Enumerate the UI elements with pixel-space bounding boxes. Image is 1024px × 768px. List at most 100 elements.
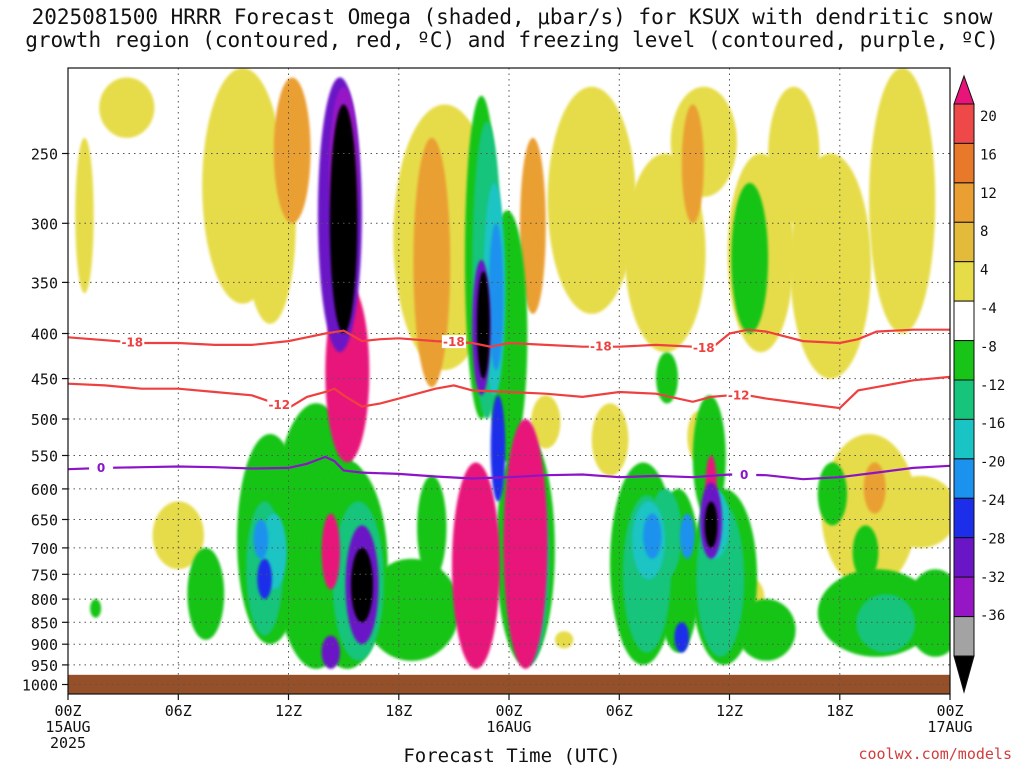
colorbar-label-1: 16	[980, 147, 997, 163]
contour-label-bg--12-1	[726, 388, 751, 402]
colorbar-swatch-2	[953, 182, 975, 223]
colorbar-label-8: -16	[980, 416, 1005, 432]
colorbar-label-9: -20	[980, 455, 1005, 471]
omega-blob-45	[417, 475, 447, 580]
x-tick-label-42-0: 18Z	[826, 702, 853, 720]
y-tick-label-500: 500	[31, 411, 58, 429]
contour-label--18-2: -18	[590, 340, 612, 354]
omega-blob-19	[554, 631, 574, 649]
omega-blob-24	[863, 462, 886, 514]
colorbar-swatch-1	[953, 142, 975, 184]
x-tick-label-0-0: 00Z	[54, 702, 81, 720]
colorbar-swatch-7	[953, 379, 975, 420]
omega-blob-30	[363, 558, 460, 661]
omega-blob-15	[531, 395, 561, 449]
grid-lines	[67, 68, 951, 694]
omega-blob-11	[768, 86, 820, 224]
x-tick-label-0-1: 15AUG	[45, 718, 90, 736]
y-tick-label-850: 850	[31, 614, 58, 632]
contour-label--18-1: -18	[443, 335, 465, 349]
omega-blob-66	[452, 462, 500, 669]
colorbar-label-4: 4	[980, 263, 988, 279]
colorbar-swatch-5	[953, 300, 975, 342]
omega-blob-40	[731, 182, 769, 334]
omega-blob-13	[821, 434, 917, 590]
colorbar-label-7: -12	[980, 378, 1005, 394]
colorbar-label-10: -24	[980, 493, 1005, 509]
contour-label-bg--18-2	[588, 339, 613, 353]
omega-blob-12	[152, 501, 204, 570]
colorbar-label-12: -32	[980, 570, 1005, 586]
x-tick-label-36-0: 12Z	[716, 702, 743, 720]
colorbar-swatch-3	[953, 221, 975, 263]
x-tick-label-48-1: 17AUG	[927, 718, 972, 736]
omega-blob-67	[503, 419, 548, 669]
y-tick-label-250: 250	[31, 146, 58, 164]
colorbar-swatch-13	[953, 616, 975, 657]
omega-blob-71	[329, 104, 358, 334]
colorbar-label-3: 8	[980, 224, 988, 240]
x-tick-label-24-1: 16AUG	[486, 718, 531, 736]
colorbar-label-11: -28	[980, 531, 1005, 547]
colorbar-swatch-12	[953, 576, 975, 617]
omega-blob-21	[413, 137, 451, 388]
omega-blob-63	[679, 513, 695, 559]
omega-blob-61	[488, 223, 504, 371]
omega-blob-60	[253, 519, 269, 559]
omega-blob-27	[187, 547, 225, 640]
omega-blob-7	[670, 86, 737, 197]
omega-blob-54	[856, 594, 916, 653]
y-tick-label-400: 400	[31, 326, 58, 344]
x-tick-label-24-0: 00Z	[495, 702, 522, 720]
x-tick-label-18-0: 18Z	[385, 702, 412, 720]
omega-blob-80	[674, 622, 689, 653]
contour-label--18-3: -18	[693, 341, 715, 355]
colorbar-swatch-4	[953, 261, 975, 302]
title-line-2: growth region (contoured, red, ºC) and f…	[25, 28, 999, 52]
omega-blob-74	[321, 635, 340, 669]
colorbar-label-0: 20	[980, 109, 997, 125]
contour--18	[68, 328, 950, 350]
colorbar-bottom-arrow	[953, 655, 975, 694]
omega-blob-76	[476, 271, 490, 379]
y-tick-label-700: 700	[31, 540, 58, 558]
omega-blob-81	[257, 558, 272, 600]
omega-blob-42	[656, 352, 678, 404]
omega-blob-65	[321, 513, 340, 590]
colorbar-swatch-0	[953, 103, 975, 144]
x-tick-label-6-0: 06Z	[165, 702, 192, 720]
y-tick-label-900: 900	[31, 636, 58, 654]
y-tick-label-750: 750	[31, 566, 58, 584]
omega-blob-5	[547, 86, 636, 314]
contour-label-bg--18-1	[441, 335, 466, 349]
x-axis-label: Forecast Time (UTC)	[403, 745, 621, 767]
omega-blob-78	[704, 501, 718, 548]
omega-blob-37	[736, 599, 796, 661]
y-tick-label-450: 450	[31, 371, 58, 389]
y-tick-label-350: 350	[31, 274, 58, 292]
omega-blob-10	[869, 68, 936, 334]
colorbar: 20 16 12 8 4 -4 -8 -12 -16 -20 -24 -28 -32 -36	[953, 74, 1005, 694]
colorbar-label-5: -4	[980, 301, 997, 317]
colorbar-swatch-10	[953, 497, 975, 539]
contour-label--18-0: -18	[121, 335, 143, 349]
credit-text: coolwx.com/models	[858, 745, 1012, 763]
x-tick-label-12-0: 12Z	[275, 702, 302, 720]
contour-label-bg-0-1	[732, 467, 757, 481]
colorbar-swatch-6	[953, 340, 975, 381]
omega-blob-41	[817, 462, 848, 526]
omega-blob-0	[75, 137, 94, 294]
omega-blob-43	[852, 525, 879, 580]
contour-label-0-1: 0	[740, 468, 748, 482]
y-tick-label-1000: 1000	[22, 677, 58, 695]
contour-label-bg--18-0	[120, 335, 145, 349]
contour-label--12-1: -12	[728, 388, 750, 402]
contour-0	[68, 455, 950, 481]
colorbar-label-13: -36	[980, 608, 1005, 624]
omega-blob-62	[643, 513, 662, 559]
colorbar-top-arrow	[953, 74, 975, 105]
colorbar-swatch-8	[953, 418, 975, 460]
chart-title: 2025081500 HRRR Forecast Omega (shaded, …	[0, 6, 1024, 52]
